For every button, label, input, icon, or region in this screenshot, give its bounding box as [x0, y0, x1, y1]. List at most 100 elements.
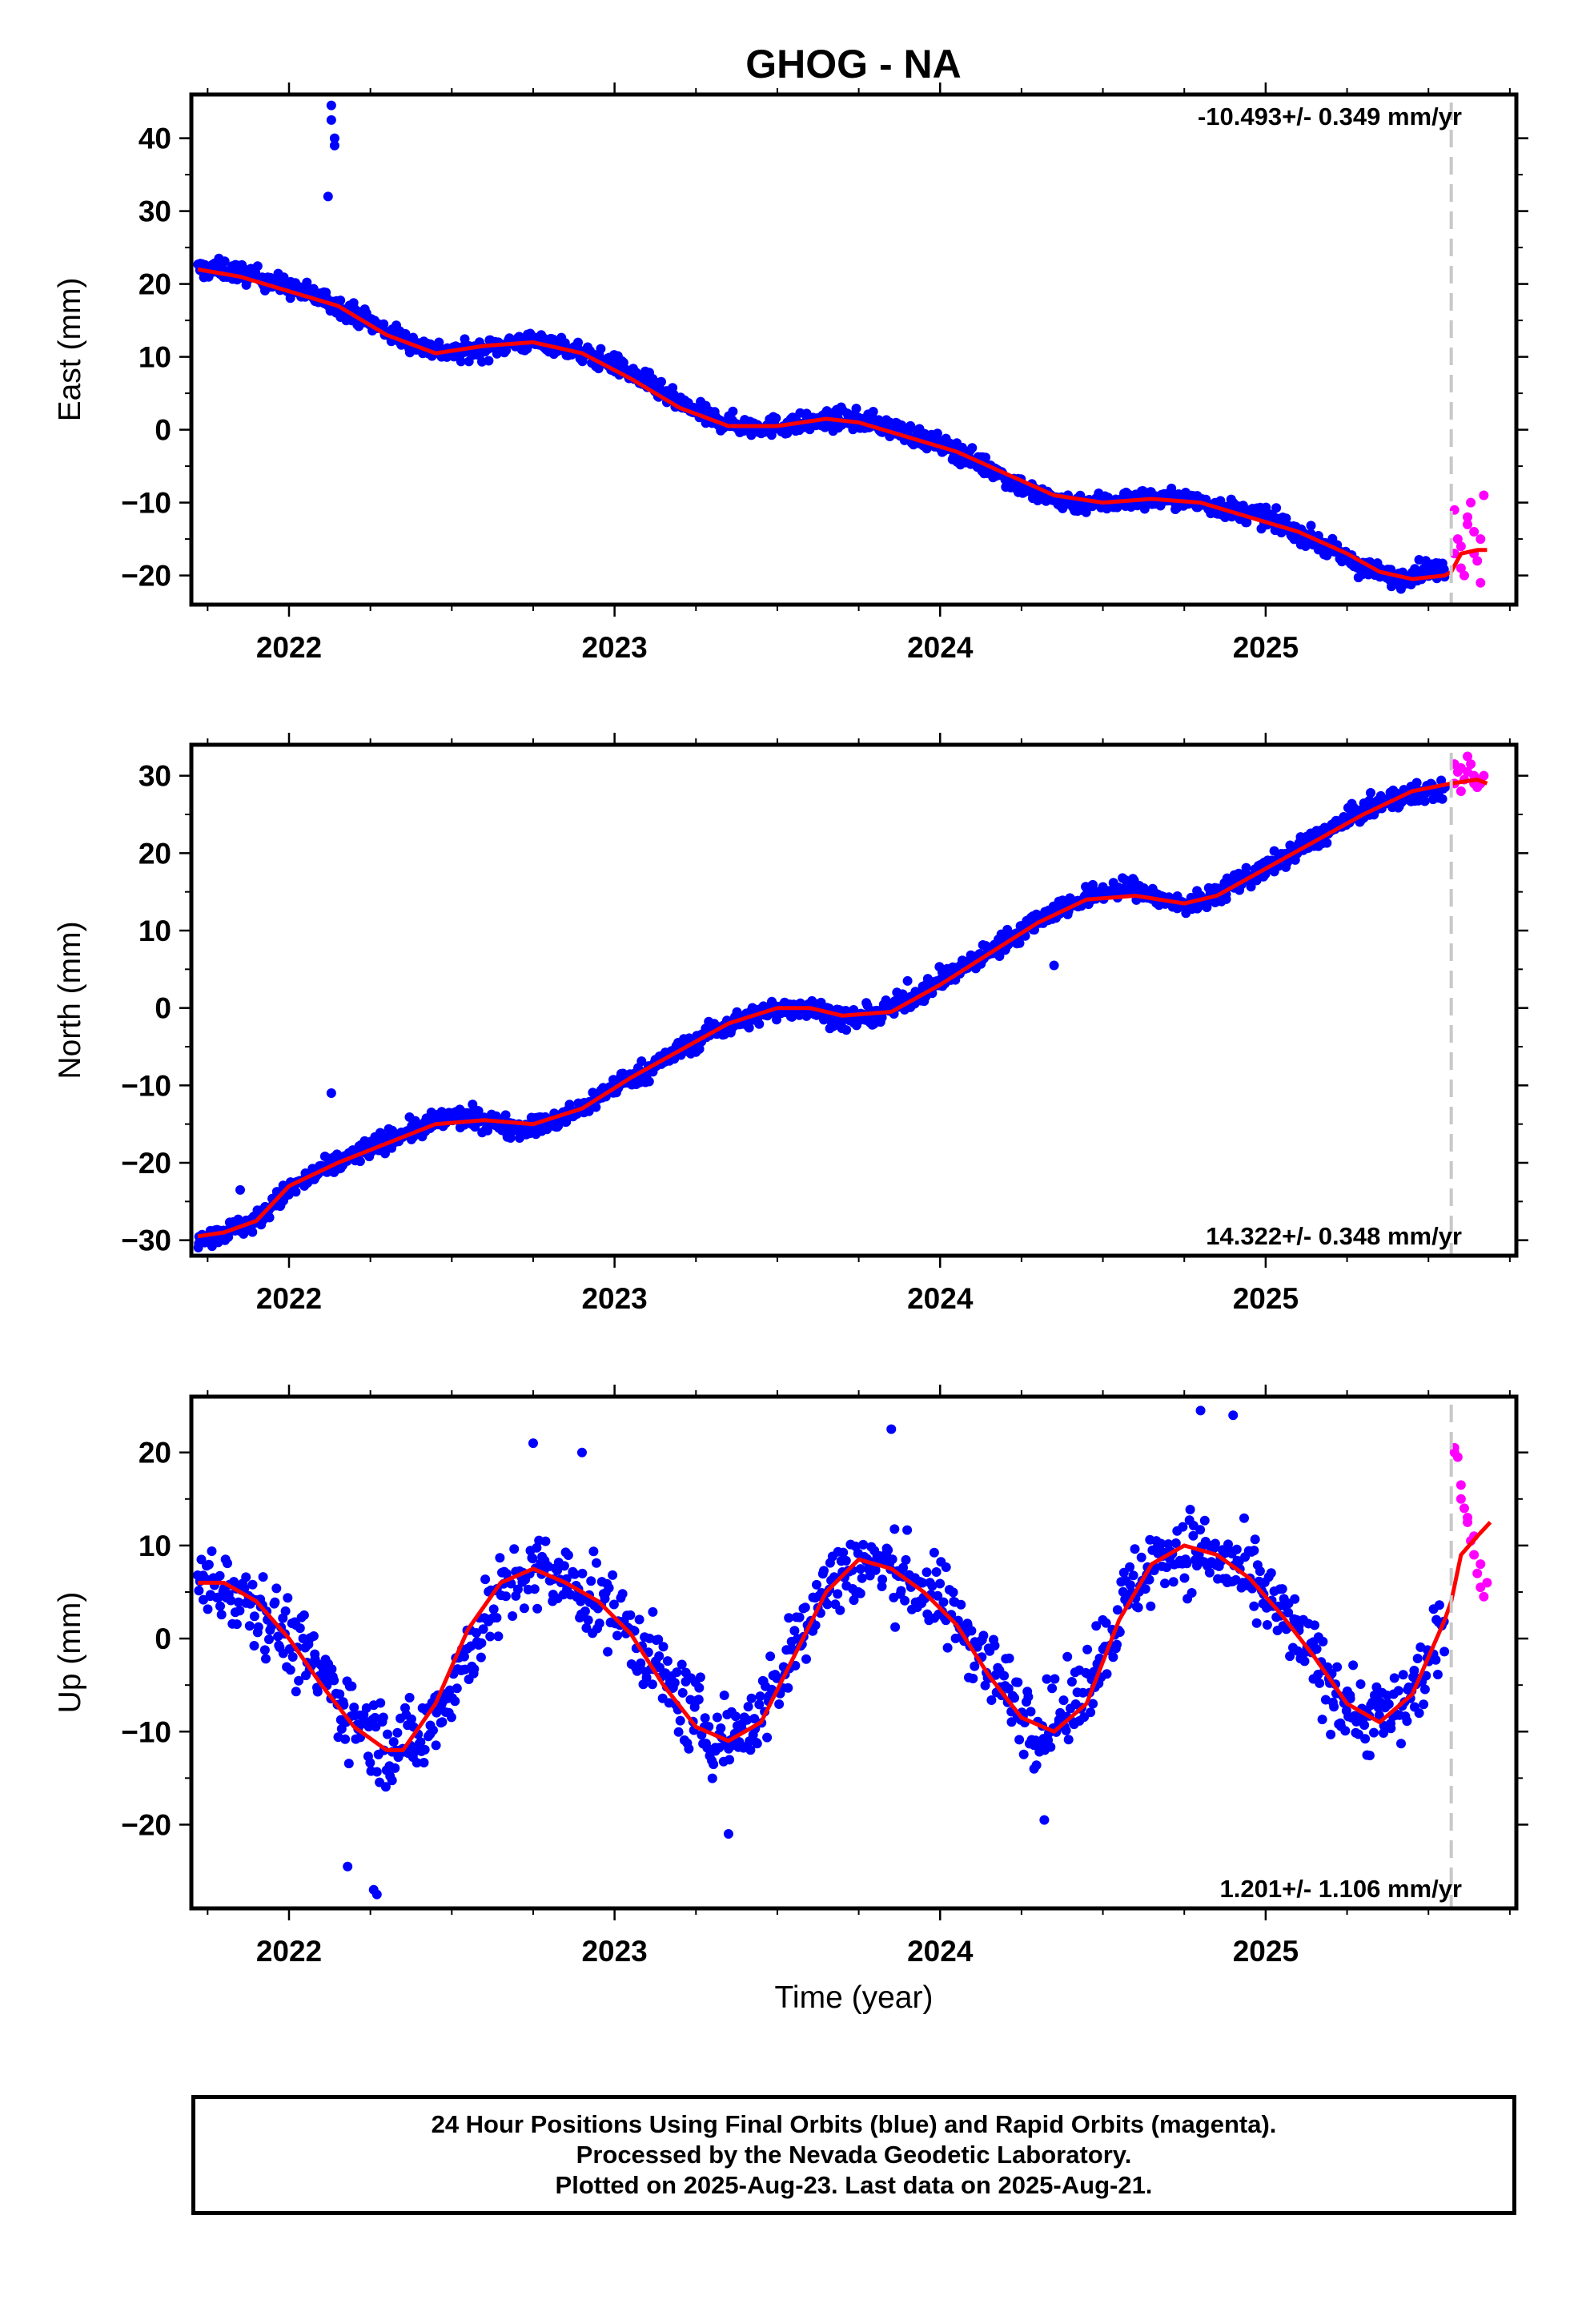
up-final-point [1374, 1711, 1384, 1720]
up-final-point [1439, 1647, 1450, 1657]
x-tick-label: 2022 [256, 1935, 322, 1968]
y-tick-label: 0 [155, 414, 171, 447]
up-outlier-point [723, 1829, 733, 1839]
up-final-point [948, 1587, 958, 1598]
up-final-point [929, 1547, 939, 1558]
north-final-point [247, 1227, 258, 1237]
x-tick-label: 2024 [907, 631, 974, 664]
up-rapid-point [1476, 1559, 1486, 1570]
up-final-point [592, 1558, 601, 1568]
up-final-point [416, 1737, 426, 1747]
east-frame [189, 92, 1519, 607]
up-final-point [933, 1590, 943, 1601]
up-final-point [1010, 1693, 1019, 1703]
up-final-point [1144, 1574, 1154, 1585]
up-final-point [495, 1553, 505, 1563]
up-final-point [898, 1562, 909, 1573]
up-final-point [608, 1599, 619, 1610]
up-final-point [1062, 1651, 1073, 1662]
y-tick-label: 20 [139, 268, 171, 301]
up-final-point [371, 1767, 382, 1777]
up-final-point [1018, 1749, 1029, 1759]
up-final-point [790, 1660, 801, 1671]
up-final-point [855, 1564, 865, 1574]
up-final-point [247, 1579, 258, 1590]
up-final-point [327, 1664, 337, 1675]
up-final-point [700, 1713, 710, 1723]
y-tick-label: 30 [139, 195, 171, 228]
north-rapid-point [1466, 759, 1476, 770]
east-model-curve [197, 267, 1488, 581]
up-rapid-point [1469, 1550, 1480, 1560]
up-final-point [577, 1568, 588, 1578]
up-final-point [1186, 1588, 1197, 1598]
up-final-point [896, 1586, 906, 1596]
y-tick-label: −20 [121, 1808, 171, 1841]
up-final-point [1277, 1584, 1287, 1594]
up-final-point [754, 1699, 765, 1710]
east-final-point [219, 256, 230, 267]
up-final-point [375, 1698, 386, 1708]
up-final-point [532, 1542, 542, 1553]
up-outlier-point [371, 1889, 382, 1900]
up-final-point [1239, 1513, 1249, 1523]
up-final-point [284, 1644, 295, 1655]
north-final-series [193, 775, 1450, 1252]
up-final-point [343, 1759, 354, 1769]
up-final-point [493, 1631, 504, 1642]
north-y-axis-label: North (mm) [53, 921, 87, 1079]
east-outlier-point [326, 115, 336, 125]
up-final-point [196, 1554, 207, 1565]
up-final-point [380, 1782, 391, 1792]
east-final-point [484, 356, 494, 366]
up-final-point [271, 1583, 282, 1594]
up-final-point [253, 1622, 263, 1632]
north-final-point [841, 1025, 852, 1035]
up-final-point [1255, 1566, 1265, 1576]
up-final-point [783, 1683, 793, 1693]
east-final-point [1271, 503, 1282, 513]
up-final-point [1386, 1723, 1396, 1734]
up-final-point [704, 1722, 714, 1732]
up-final-point [226, 1595, 236, 1606]
up-final-point [1130, 1544, 1140, 1554]
north-rapid-point [1463, 766, 1473, 777]
up-final-point [654, 1651, 665, 1661]
up-final-point [371, 1722, 381, 1732]
east-final-point [981, 452, 991, 463]
up-final-point [215, 1601, 225, 1611]
east-final-point [771, 413, 781, 424]
up-final-point [931, 1567, 942, 1577]
up-final-point [636, 1658, 646, 1668]
up-final-point [347, 1681, 357, 1691]
north-final-point [1419, 796, 1430, 806]
east-rapid-point [1472, 556, 1483, 566]
up-final-point [233, 1597, 243, 1607]
up-model-curve [198, 1521, 1492, 1752]
up-final-point [1250, 1534, 1260, 1545]
up-final-point [1393, 1686, 1403, 1696]
north-final-point [500, 1110, 511, 1120]
up-final-point [1283, 1607, 1294, 1618]
x-axis-label: Time (year) [775, 1980, 934, 2015]
up-final-point [1006, 1717, 1017, 1727]
east-data [193, 100, 1489, 594]
up-final-point [500, 1591, 511, 1602]
north-final-point [636, 1056, 647, 1067]
up-rate-label: 1.201+/- 1.106 mm/yr [1220, 1875, 1462, 1903]
up-final-point [819, 1566, 829, 1576]
up-final-point [291, 1687, 301, 1697]
panel-up: −20 −10 0 10 20 2022 2023 2024 2025 Up (mm) Time (… [53, 1385, 1528, 2015]
up-final-point [762, 1732, 773, 1743]
up-final-point [452, 1683, 462, 1694]
east-final-point [460, 334, 470, 344]
x-tick-label: 2022 [256, 1282, 322, 1315]
up-final-point [1369, 1727, 1379, 1738]
up-final-point [719, 1691, 729, 1700]
up-final-point [340, 1734, 351, 1744]
up-outlier-point [1039, 1815, 1050, 1825]
up-final-point [552, 1566, 563, 1575]
up-final-point [437, 1717, 448, 1727]
east-final-point [302, 277, 312, 287]
east-final-point [335, 296, 346, 306]
